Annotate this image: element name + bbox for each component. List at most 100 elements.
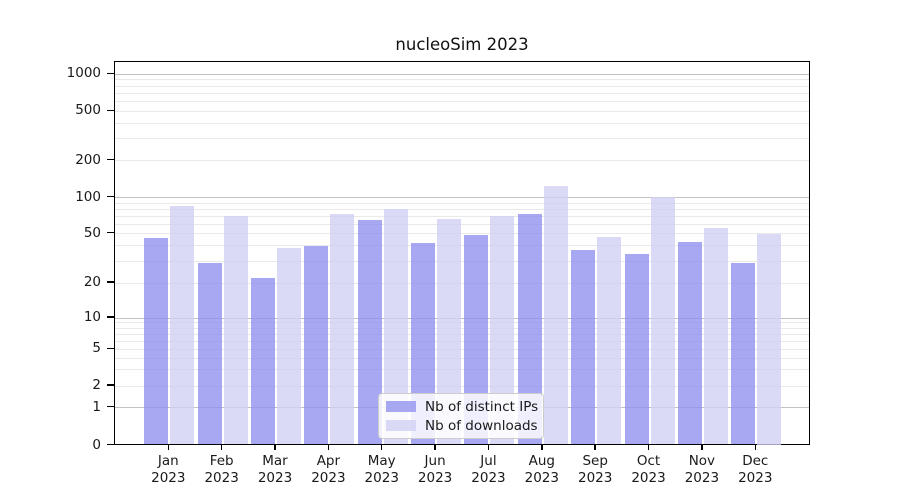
bar-downloads-nov bbox=[703, 227, 728, 445]
x-tick-label-nov: Nov 2023 bbox=[684, 452, 720, 486]
legend-label-downloads: Nb of downloads bbox=[425, 417, 538, 434]
bar-downloads-sep bbox=[597, 236, 622, 445]
y-tick-label-50: 50 bbox=[83, 224, 101, 241]
y-tick-mark-5 bbox=[107, 347, 114, 349]
y-tick-mark-100 bbox=[107, 196, 114, 198]
x-tick-mark-mar bbox=[274, 444, 276, 450]
x-tick-label-apr: Apr 2023 bbox=[311, 452, 346, 486]
x-tick-label-mar: Mar 2023 bbox=[257, 452, 293, 486]
y-tick-mark-0 bbox=[107, 443, 114, 446]
gridline-major-1000 bbox=[115, 73, 809, 75]
y-tick-label-200: 200 bbox=[75, 151, 101, 168]
bar-distinct-ips-nov bbox=[677, 241, 702, 445]
y-tick-label-2: 2 bbox=[92, 377, 101, 393]
x-tick-label-may: May 2023 bbox=[364, 452, 399, 486]
gridline-minor-60 bbox=[115, 223, 809, 225]
plot-area bbox=[114, 61, 810, 445]
x-tick-mark-sep bbox=[594, 444, 596, 450]
gridline-minor-30 bbox=[115, 260, 809, 262]
y-tick-mark-20 bbox=[107, 281, 114, 283]
y-tick-mark-500 bbox=[107, 109, 114, 112]
gridline-minor-800 bbox=[115, 85, 809, 87]
gridline-minor-400 bbox=[115, 122, 809, 124]
x-tick-mark-aug bbox=[541, 444, 543, 450]
bar-distinct-ips-sep bbox=[571, 249, 596, 445]
x-tick-label-jun: Jun 2023 bbox=[417, 452, 453, 486]
y-tick-label-1000: 1000 bbox=[66, 65, 101, 82]
y-tick-label-5: 5 bbox=[92, 340, 101, 357]
y-tick-mark-2 bbox=[107, 384, 114, 386]
y-tick-label-0: 0 bbox=[92, 436, 101, 453]
bar-distinct-ips-feb bbox=[197, 262, 222, 445]
x-tick-mark-feb bbox=[220, 444, 223, 450]
y-tick-label-1: 1 bbox=[92, 398, 101, 415]
x-tick-mark-jun bbox=[434, 444, 436, 450]
bar-downloads-oct bbox=[650, 196, 675, 445]
gridline-minor-8 bbox=[115, 327, 809, 329]
x-tick-mark-jul bbox=[487, 444, 490, 450]
x-tick-label-oct: Oct 2023 bbox=[631, 452, 666, 486]
gridline-minor-80 bbox=[115, 208, 809, 210]
legend: Nb of distinct IPs Nb of downloads bbox=[378, 393, 544, 439]
x-tick-label-feb: Feb 2023 bbox=[204, 452, 239, 486]
legend-swatch-distinct-ips bbox=[386, 401, 416, 412]
bar-downloads-feb bbox=[223, 216, 248, 445]
x-tick-label-dec: Dec 2023 bbox=[738, 452, 773, 486]
x-tick-mark-may bbox=[381, 444, 383, 450]
gridline-minor-40 bbox=[115, 245, 809, 247]
gridline-minor-4 bbox=[115, 357, 809, 359]
legend-swatch-downloads bbox=[386, 420, 416, 431]
chart-title: nucleoSim 2023 bbox=[395, 35, 529, 54]
gridline-minor-900 bbox=[115, 79, 809, 81]
gridline-minor-5 bbox=[115, 348, 809, 350]
gridline-minor-600 bbox=[115, 101, 809, 103]
x-tick-mark-apr bbox=[327, 444, 330, 450]
x-tick-label-aug: Aug 2023 bbox=[524, 452, 559, 486]
x-tick-label-sep: Sep 2023 bbox=[577, 452, 613, 486]
gridline-minor-700 bbox=[115, 92, 809, 94]
x-tick-label-jan: Jan 2023 bbox=[151, 452, 186, 486]
bar-downloads-apr bbox=[330, 213, 355, 445]
gridline-minor-3 bbox=[115, 369, 809, 371]
gridline-minor-6 bbox=[115, 340, 809, 342]
y-tick-mark-50 bbox=[107, 231, 114, 234]
gridline-minor-500 bbox=[115, 110, 809, 112]
y-tick-label-500: 500 bbox=[75, 102, 101, 119]
gridline-minor-300 bbox=[115, 138, 809, 140]
y-tick-mark-1000 bbox=[107, 72, 114, 74]
bar-distinct-ips-mar bbox=[251, 277, 276, 445]
bar-downloads-aug bbox=[543, 185, 568, 445]
x-tick-mark-jan bbox=[167, 444, 169, 450]
gridline-minor-9 bbox=[115, 322, 809, 324]
y-tick-mark-10 bbox=[107, 316, 114, 318]
gridline-major-10 bbox=[115, 317, 809, 319]
legend-label-distinct-ips: Nb of distinct IPs bbox=[425, 398, 539, 415]
y-tick-mark-200 bbox=[107, 158, 114, 161]
legend-item-downloads: Nb of downloads bbox=[386, 417, 538, 434]
x-tick-mark-dec bbox=[754, 444, 756, 450]
y-tick-label-100: 100 bbox=[75, 188, 101, 205]
y-tick-label-10: 10 bbox=[83, 309, 101, 325]
bar-downloads-jan bbox=[170, 206, 195, 445]
gridline-minor-50 bbox=[115, 233, 809, 234]
gridline-minor-2 bbox=[115, 385, 809, 387]
x-tick-label-jul: Jul 2023 bbox=[471, 452, 506, 486]
gridline-minor-7 bbox=[115, 333, 809, 335]
bar-distinct-ips-dec bbox=[731, 262, 756, 445]
y-tick-mark-1 bbox=[107, 406, 114, 408]
x-tick-mark-oct bbox=[647, 444, 650, 450]
bar-distinct-ips-may bbox=[357, 219, 382, 445]
bar-downloads-dec bbox=[757, 233, 782, 445]
bar-distinct-ips-jan bbox=[144, 238, 169, 445]
legend-item-distinct-ips: Nb of distinct IPs bbox=[386, 398, 539, 415]
gridline-minor-90 bbox=[115, 202, 809, 204]
bar-distinct-ips-oct bbox=[624, 254, 649, 445]
x-tick-mark-nov bbox=[701, 444, 703, 450]
y-tick-label-20: 20 bbox=[83, 274, 101, 290]
bar-distinct-ips-apr bbox=[304, 245, 329, 445]
gridline-minor-70 bbox=[115, 215, 809, 217]
gridline-major-100 bbox=[115, 197, 809, 199]
gridline-minor-200 bbox=[115, 160, 809, 161]
gridline-minor-20 bbox=[115, 282, 809, 284]
